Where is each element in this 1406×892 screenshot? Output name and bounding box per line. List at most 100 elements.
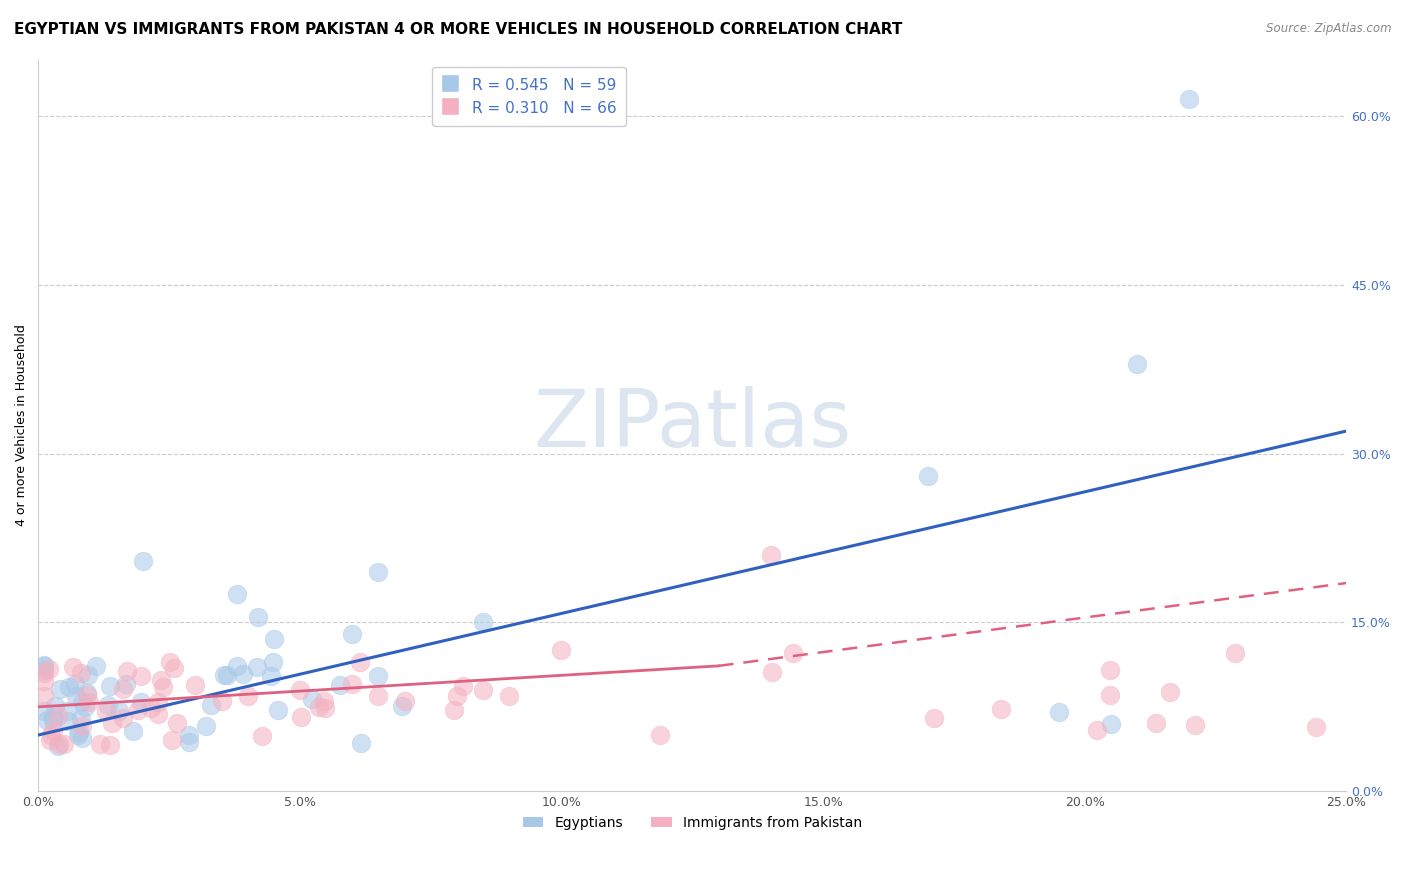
Point bbox=[301, 692, 323, 706]
Point bbox=[288, 682, 311, 697]
Point bbox=[48, 737, 70, 751]
Point bbox=[132, 553, 155, 567]
Point bbox=[350, 735, 373, 749]
Point bbox=[308, 700, 330, 714]
Point bbox=[498, 689, 520, 703]
Point bbox=[472, 615, 495, 630]
Point bbox=[1159, 685, 1181, 699]
Point bbox=[98, 679, 121, 693]
Point bbox=[184, 678, 207, 692]
Point bbox=[38, 733, 60, 747]
Point bbox=[1144, 715, 1167, 730]
Point bbox=[472, 682, 495, 697]
Point bbox=[1085, 723, 1108, 737]
Point bbox=[97, 698, 120, 713]
Point bbox=[114, 676, 136, 690]
Point bbox=[42, 713, 65, 727]
Point bbox=[1305, 720, 1327, 734]
Point bbox=[65, 690, 87, 704]
Point bbox=[1047, 706, 1070, 720]
Point bbox=[56, 704, 79, 718]
Point bbox=[115, 664, 138, 678]
Point bbox=[122, 724, 145, 739]
Point bbox=[367, 669, 389, 683]
Point bbox=[263, 632, 285, 647]
Point bbox=[58, 681, 80, 695]
Point bbox=[367, 689, 389, 703]
Point bbox=[250, 729, 273, 743]
Point bbox=[76, 688, 98, 702]
Point bbox=[200, 698, 222, 712]
Point bbox=[1099, 663, 1122, 677]
Point bbox=[236, 689, 259, 703]
Point bbox=[48, 681, 70, 696]
Point bbox=[44, 699, 66, 714]
Point bbox=[226, 659, 249, 673]
Point bbox=[177, 728, 200, 742]
Point bbox=[84, 659, 107, 673]
Point bbox=[342, 677, 364, 691]
Point bbox=[1098, 689, 1121, 703]
Y-axis label: 4 or more Vehicles in Household: 4 or more Vehicles in Household bbox=[15, 325, 28, 526]
Point bbox=[73, 700, 96, 714]
Point bbox=[38, 662, 60, 676]
Legend: Egyptians, Immigrants from Pakistan: Egyptians, Immigrants from Pakistan bbox=[517, 811, 868, 836]
Point bbox=[215, 667, 238, 681]
Point bbox=[648, 728, 671, 742]
Point bbox=[1184, 718, 1206, 732]
Point bbox=[111, 711, 134, 725]
Point bbox=[46, 739, 69, 753]
Point bbox=[179, 735, 201, 749]
Point bbox=[329, 678, 352, 692]
Point bbox=[262, 655, 284, 669]
Point bbox=[314, 701, 336, 715]
Point bbox=[139, 700, 162, 714]
Point bbox=[77, 695, 100, 709]
Point bbox=[101, 716, 124, 731]
Point bbox=[39, 728, 62, 742]
Point bbox=[77, 668, 100, 682]
Point bbox=[94, 704, 117, 718]
Point bbox=[550, 643, 572, 657]
Point bbox=[70, 666, 93, 681]
Point bbox=[89, 737, 111, 751]
Point bbox=[129, 695, 152, 709]
Text: Source: ZipAtlas.com: Source: ZipAtlas.com bbox=[1267, 22, 1392, 36]
Point bbox=[70, 731, 93, 746]
Point bbox=[32, 663, 55, 677]
Point bbox=[148, 707, 170, 722]
Point bbox=[37, 713, 59, 727]
Point bbox=[69, 712, 91, 726]
Point bbox=[342, 626, 364, 640]
Point bbox=[1223, 646, 1246, 660]
Point bbox=[267, 703, 290, 717]
Point bbox=[446, 689, 468, 703]
Point bbox=[152, 681, 174, 695]
Text: EGYPTIAN VS IMMIGRANTS FROM PAKISTAN 4 OR MORE VEHICLES IN HOUSEHOLD CORRELATION: EGYPTIAN VS IMMIGRANTS FROM PAKISTAN 4 O… bbox=[14, 22, 903, 37]
Point bbox=[98, 739, 121, 753]
Point bbox=[260, 669, 283, 683]
Point bbox=[232, 667, 254, 681]
Point bbox=[394, 694, 416, 708]
Point bbox=[160, 733, 183, 747]
Point bbox=[42, 723, 65, 738]
Point bbox=[111, 682, 134, 697]
Point bbox=[226, 587, 249, 601]
Point bbox=[32, 704, 55, 718]
Point bbox=[70, 695, 93, 709]
Point bbox=[443, 703, 465, 717]
Point bbox=[246, 660, 269, 674]
Point bbox=[1126, 357, 1149, 371]
Point bbox=[70, 719, 93, 733]
Point bbox=[108, 704, 131, 718]
Point bbox=[32, 658, 55, 673]
Point bbox=[67, 725, 90, 739]
Point bbox=[149, 673, 172, 688]
Point bbox=[146, 695, 169, 709]
Point bbox=[917, 469, 939, 483]
Point bbox=[166, 715, 188, 730]
Point bbox=[162, 661, 184, 675]
Point bbox=[247, 609, 270, 624]
Point bbox=[63, 676, 86, 690]
Point bbox=[312, 693, 335, 707]
